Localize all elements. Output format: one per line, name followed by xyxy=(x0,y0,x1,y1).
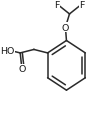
Text: F: F xyxy=(54,1,59,10)
Text: O: O xyxy=(62,23,69,32)
Text: O: O xyxy=(18,64,25,73)
Text: HO: HO xyxy=(0,47,15,56)
Text: F: F xyxy=(80,1,85,10)
